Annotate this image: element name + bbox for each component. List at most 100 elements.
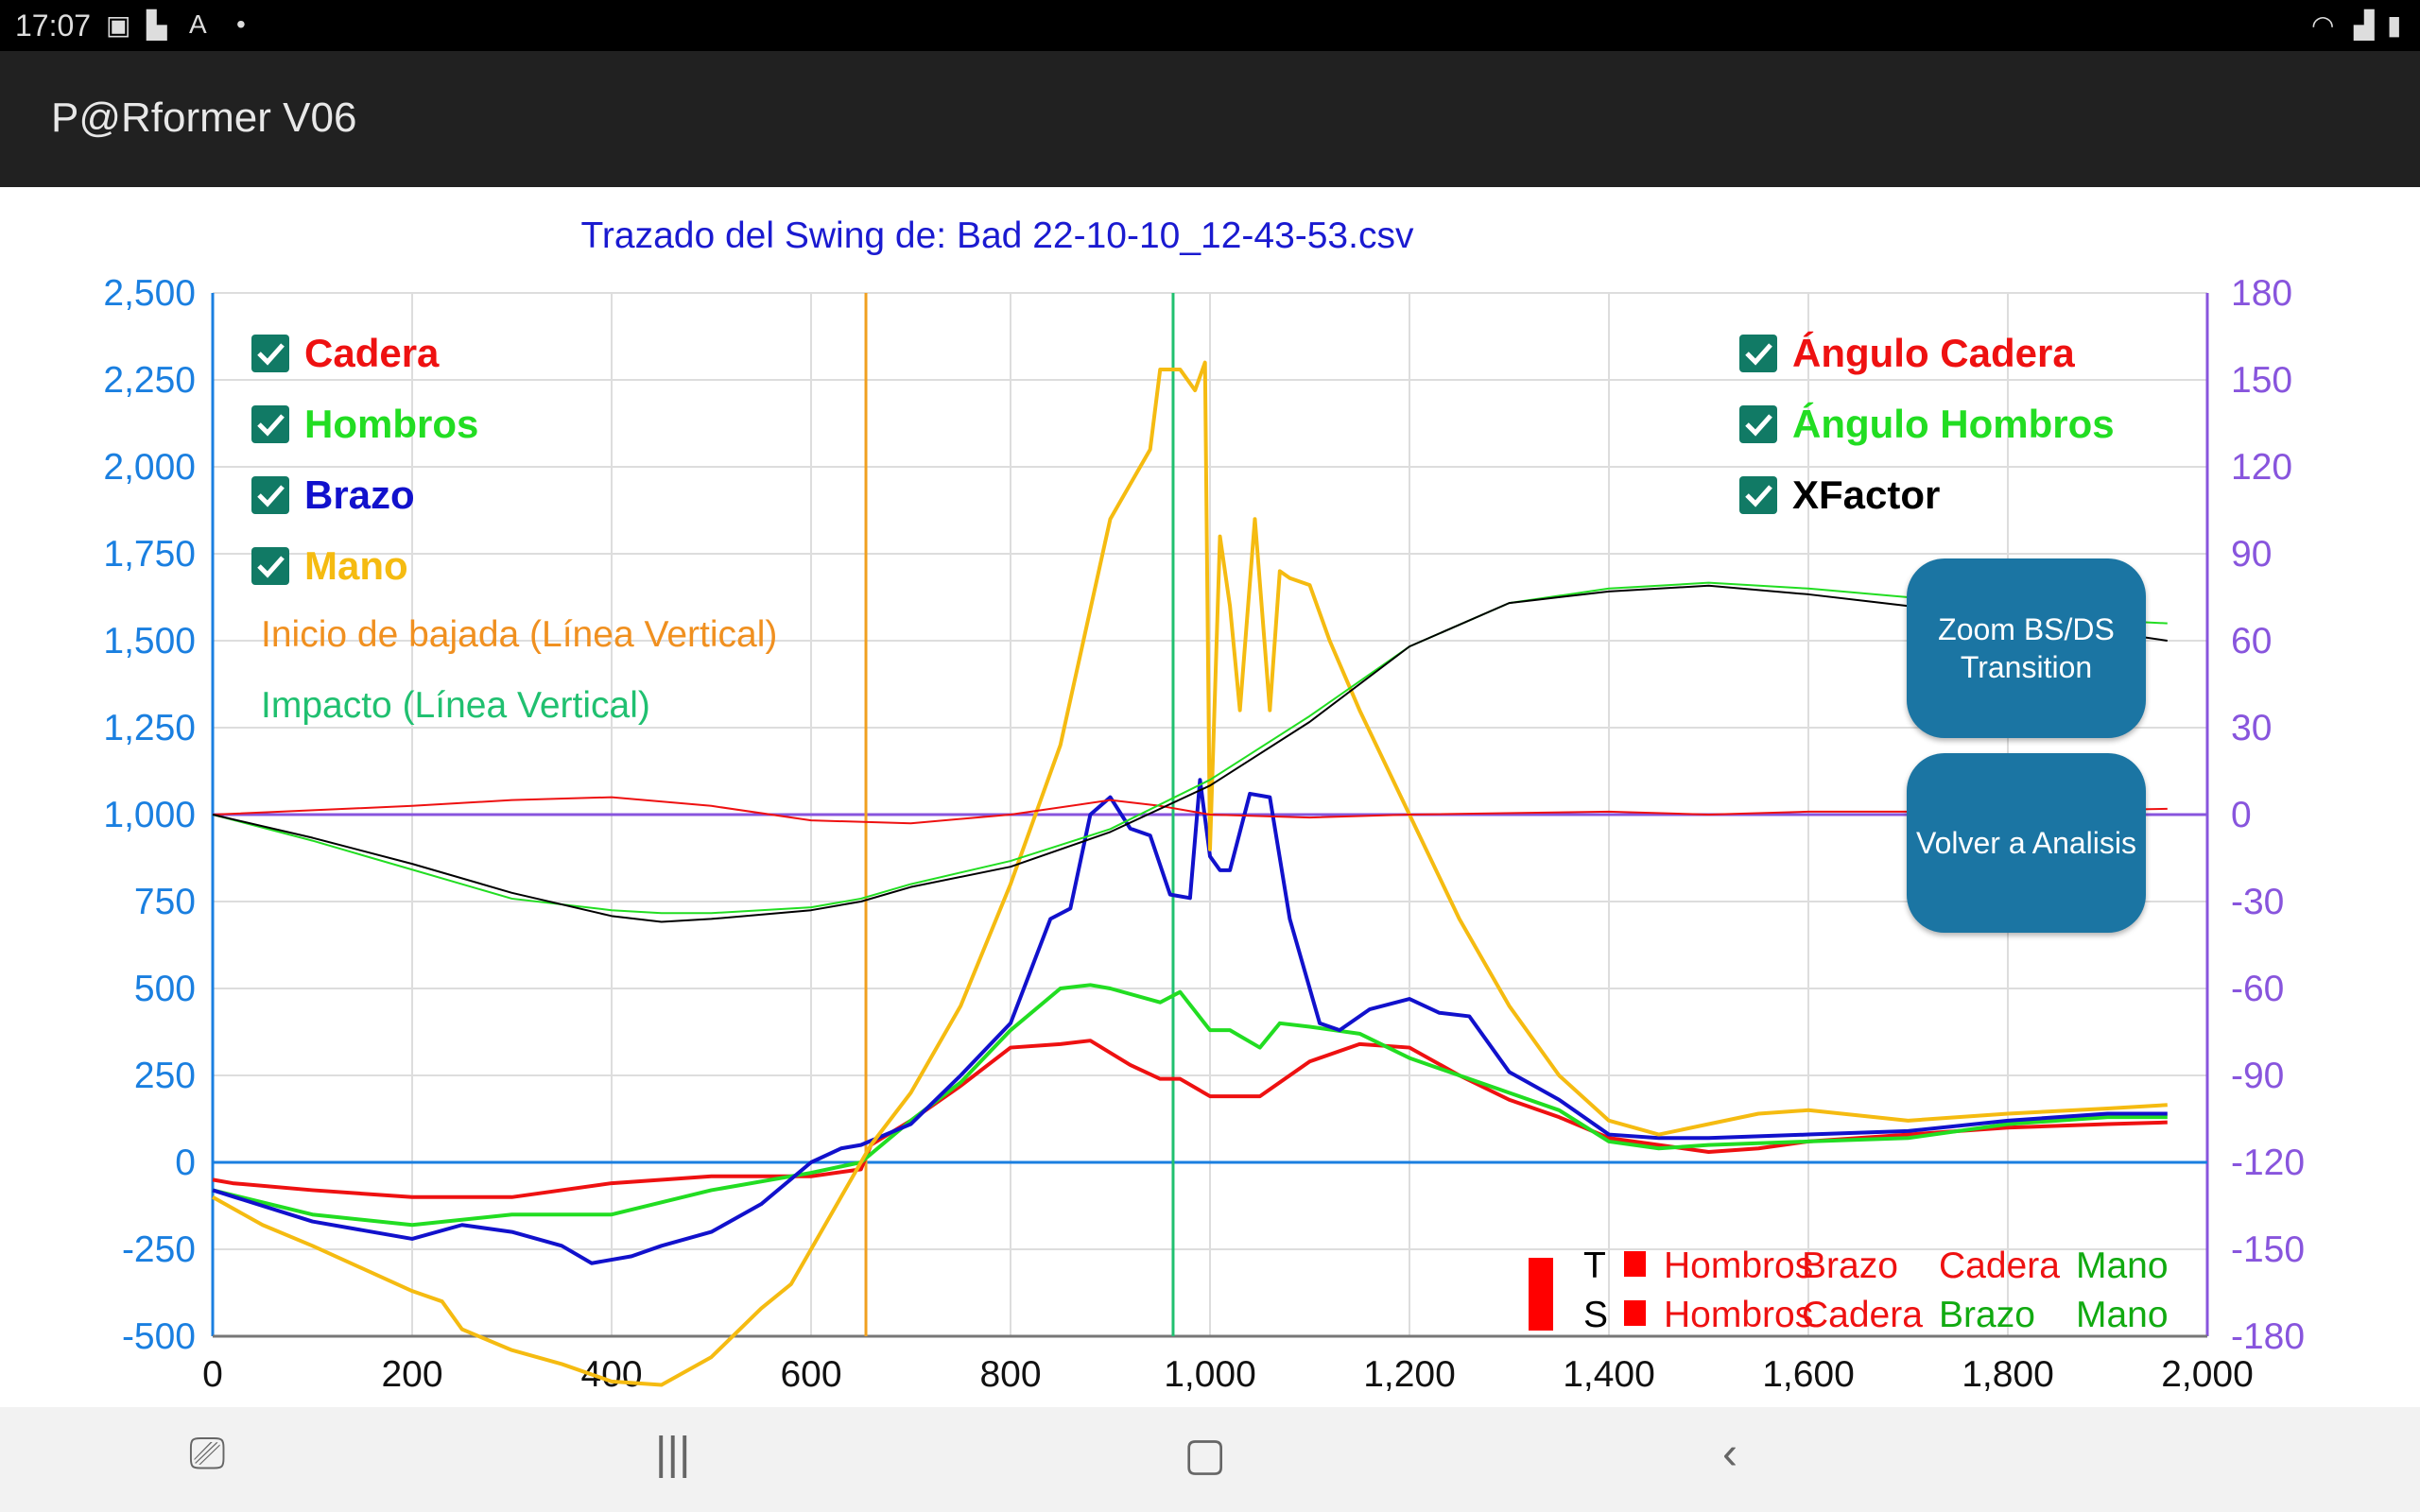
y-right-tick-label: 90 — [2231, 534, 2272, 575]
series-line-mano — [212, 360, 2168, 1387]
x-tick-label: 1,400 — [1563, 1354, 1655, 1395]
sequence-item: Mano — [2076, 1295, 2169, 1335]
navigation-bar: ⎚ ||| ▢ ‹ — [0, 1407, 2420, 1512]
checkbox[interactable] — [251, 476, 289, 514]
series-line-brazo — [212, 778, 2168, 1265]
zoom-transition-button[interactable]: Zoom BS/DS Transition — [1907, 558, 2146, 738]
y-left-tick-label: 1,500 — [103, 621, 196, 662]
checkbox[interactable] — [1739, 405, 1777, 443]
y-right-tick-label: 180 — [2231, 273, 2292, 314]
sequence-item: Hombros — [1664, 1246, 1813, 1286]
y-right-tick-label: -90 — [2231, 1056, 2284, 1096]
app-title: P@Rformer V06 — [51, 94, 357, 141]
sequence-row-key: S — [1583, 1295, 1608, 1335]
checkbox[interactable] — [251, 405, 289, 443]
legend-item[interactable]: Brazo — [251, 472, 415, 517]
y-left-tick-label: 2,000 — [103, 447, 196, 488]
y-left-tick-label: 500 — [134, 969, 196, 1009]
sequence-marker — [1624, 1251, 1646, 1277]
x-tick-label: 1,600 — [1762, 1354, 1855, 1395]
text-check-icon: A — [189, 9, 207, 39]
x-tick-label: 1,800 — [1962, 1354, 2054, 1395]
back-icon[interactable]: ‹ — [1722, 1429, 1737, 1479]
check-icon — [257, 343, 285, 366]
check-icon — [257, 485, 285, 507]
impacto-annotation: Impacto (Línea Vertical) — [261, 685, 650, 726]
legend-label: Cadera — [304, 331, 440, 375]
app-bar: P@Rformer V06 — [0, 51, 2420, 187]
y-left-tick-label: 1,750 — [103, 534, 196, 575]
signal-icon: ▟ — [2354, 10, 2375, 40]
y-right-tick-label: -150 — [2231, 1229, 2305, 1270]
y-right-tick-label: 30 — [2231, 708, 2272, 748]
legend-label: Hombros — [304, 402, 478, 446]
x-tick-label: 600 — [780, 1354, 841, 1395]
legend-item[interactable]: XFactor — [1739, 472, 1940, 517]
check-icon — [1745, 343, 1772, 366]
sequence-item: Brazo — [1939, 1295, 2035, 1335]
y-left-tick-label: 1,250 — [103, 708, 196, 748]
sequence-item: Brazo — [1802, 1246, 1898, 1286]
legend-item[interactable]: Cadera — [251, 331, 440, 375]
y-left-tick-label: 750 — [134, 882, 196, 922]
sequence-row-key: T — [1583, 1246, 1606, 1286]
screen-icon[interactable]: ⎚ — [189, 1429, 226, 1479]
check-icon — [257, 556, 285, 578]
sequence-bar — [1529, 1258, 1553, 1331]
check-icon — [1745, 485, 1772, 507]
status-time: 17:07 — [15, 9, 92, 43]
dot-icon: • — [236, 9, 246, 39]
home-icon[interactable]: ▢ — [1184, 1430, 1227, 1480]
x-tick-label: 2,000 — [2161, 1354, 2254, 1395]
legend-item[interactable]: Ángulo Hombros — [1739, 402, 2115, 446]
y-left-tick-label: 250 — [134, 1056, 196, 1096]
checkbox[interactable] — [251, 335, 289, 372]
y-right-tick-label: 150 — [2231, 360, 2292, 401]
volver-analisis-button[interactable]: Volver a Analisis — [1907, 753, 2146, 933]
series-line-xfactor — [212, 584, 2168, 923]
inicio-annotation: Inicio de bajada (Línea Vertical) — [261, 614, 777, 655]
checkbox[interactable] — [1739, 335, 1777, 372]
y-right-tick-label: -60 — [2231, 969, 2284, 1009]
legend-item[interactable]: Hombros — [251, 402, 478, 446]
image-icon: ▣ — [106, 10, 131, 40]
checkbox[interactable] — [251, 547, 289, 585]
sequence-item: Cadera — [1802, 1295, 1923, 1335]
sequence-item: Mano — [2076, 1246, 2169, 1286]
legend-label: Brazo — [304, 472, 415, 517]
series-line--ngulo-hombros — [212, 581, 2168, 915]
check-icon — [1745, 414, 1772, 437]
y-right-tick-label: -30 — [2231, 882, 2284, 922]
y-left-tick-label: 0 — [175, 1143, 196, 1183]
recent-apps-icon[interactable]: ||| — [655, 1429, 691, 1479]
checkbox[interactable] — [1739, 476, 1777, 514]
legend-label: Mano — [304, 543, 408, 588]
legend-item[interactable]: Mano — [251, 543, 408, 588]
y-right-tick-label: -180 — [2231, 1316, 2305, 1357]
chart-title: Trazado del Swing de: Bad 22-10-10_12-43… — [581, 215, 1414, 256]
legend-item[interactable]: Ángulo Cadera — [1739, 331, 2075, 375]
y-left-tick-label: 2,500 — [103, 273, 196, 314]
x-tick-label: 1,200 — [1363, 1354, 1456, 1395]
battery-icon: ▮ — [2387, 10, 2402, 40]
check-icon — [257, 414, 285, 437]
y-left-tick-label: -500 — [122, 1316, 196, 1357]
legend-label: Ángulo Cadera — [1792, 331, 2075, 375]
y-left-tick-label: -250 — [122, 1229, 196, 1270]
wifi-icon: ◠ — [2311, 10, 2335, 40]
y-left-tick-label: 2,250 — [103, 360, 196, 401]
sequence-item: Cadera — [1939, 1246, 2060, 1286]
y-right-tick-label: 0 — [2231, 795, 2252, 835]
x-tick-label: 1,000 — [1164, 1354, 1256, 1395]
series-line-cadera — [212, 1039, 2168, 1199]
sequence-item: Hombros — [1664, 1295, 1813, 1335]
y-right-tick-label: 60 — [2231, 621, 2272, 662]
x-tick-label: 800 — [979, 1354, 1041, 1395]
y-left-tick-label: 1,000 — [103, 795, 196, 835]
sequence-marker — [1624, 1300, 1646, 1326]
x-tick-label: 0 — [202, 1354, 223, 1395]
swing-chart: Trazado del Swing de: Bad 22-10-10_12-43… — [103, 215, 2305, 1395]
y-right-tick-label: 120 — [2231, 447, 2292, 488]
screenshot-icon: ▙ — [147, 10, 167, 40]
status-bar: 17:07 ▣ ▙ A • ◠ ▟ ▮ — [0, 0, 2420, 51]
